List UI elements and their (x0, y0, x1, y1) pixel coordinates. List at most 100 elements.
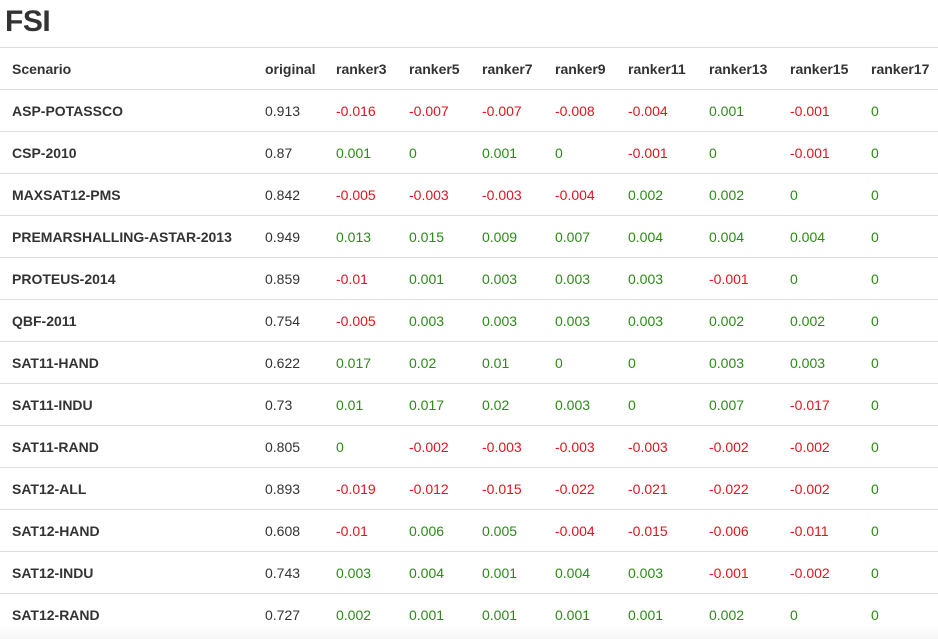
ranker-delta-cell: 0 (859, 89, 938, 132)
ranker-delta-cell: 0 (778, 173, 859, 216)
column-header-scenario[interactable]: Scenario (0, 47, 253, 90)
table-row: SAT12-RAND 0.727 0.002 0.001 0.001 0.001 0.001… (0, 593, 938, 635)
ranker-delta-cell: -0.002 (778, 425, 859, 468)
ranker-delta-cell: -0.016 (324, 89, 397, 132)
column-header-ranker3[interactable]: ranker3 (324, 47, 397, 90)
table-row: SAT11-INDU 0.73 0.01 0.017 0.02 0.003 0 0.007 -0… (0, 383, 938, 426)
table-row: PREMARSHALLING-ASTAR-2013 0.949 0.013 0.015… (0, 215, 938, 258)
ranker-delta-cell: 0 (778, 593, 859, 635)
scenario-cell: PROTEUS-2014 (0, 257, 253, 300)
table-row: SAT12-INDU 0.743 0.003 0.004 0.001 0.004 0.003… (0, 551, 938, 594)
original-value-cell: 0.87 (253, 131, 324, 174)
ranker-delta-cell: -0.022 (543, 467, 616, 510)
ranker-delta-cell: 0.004 (778, 215, 859, 258)
ranker-delta-cell: -0.008 (543, 89, 616, 132)
ranker-delta-cell: 0.003 (697, 341, 778, 384)
scenario-cell: CSP-2010 (0, 131, 253, 174)
ranker-delta-cell: 0 (859, 425, 938, 468)
ranker-delta-cell: -0.006 (697, 509, 778, 552)
original-value-cell: 0.743 (253, 551, 324, 594)
ranker-delta-cell: 0.002 (697, 173, 778, 216)
ranker-delta-cell: -0.017 (778, 383, 859, 426)
ranker-delta-cell: -0.012 (397, 467, 470, 510)
column-header-ranker9[interactable]: ranker9 (543, 47, 616, 90)
ranker-delta-cell: 0.002 (324, 593, 397, 635)
ranker-delta-cell: 0 (859, 131, 938, 174)
ranker-delta-cell: 0 (543, 341, 616, 384)
ranker-delta-cell: 0.005 (470, 509, 543, 552)
original-value-cell: 0.805 (253, 425, 324, 468)
ranker-delta-cell: 0.006 (397, 509, 470, 552)
ranker-delta-cell: -0.001 (778, 89, 859, 132)
ranker-delta-cell: -0.003 (616, 425, 697, 468)
ranker-delta-cell: 0.002 (616, 173, 697, 216)
ranker-delta-cell: -0.004 (543, 509, 616, 552)
ranker-delta-cell: -0.004 (616, 89, 697, 132)
ranker-delta-cell: -0.019 (324, 467, 397, 510)
ranker-delta-cell: 0.013 (324, 215, 397, 258)
column-header-ranker5[interactable]: ranker5 (397, 47, 470, 90)
ranker-delta-cell: -0.003 (470, 173, 543, 216)
table-row: QBF-2011 0.754 -0.005 0.003 0.003 0.003 0.003 0… (0, 299, 938, 342)
ranker-delta-cell: 0.002 (697, 299, 778, 342)
original-value-cell: 0.608 (253, 509, 324, 552)
table-row: SAT11-RAND 0.805 0 -0.002 -0.003 -0.003 -0.003… (0, 425, 938, 468)
ranker-delta-cell: -0.002 (778, 551, 859, 594)
ranker-delta-cell: 0.003 (616, 551, 697, 594)
table-row: SAT12-ALL 0.893 -0.019 -0.012 -0.015 -0.022 -0… (0, 467, 938, 510)
ranker-delta-cell: 0.001 (470, 131, 543, 174)
scenario-cell: SAT12-RAND (0, 593, 253, 635)
ranker-delta-cell: -0.003 (397, 173, 470, 216)
ranker-delta-cell: 0.02 (397, 341, 470, 384)
ranker-delta-cell: 0 (324, 425, 397, 468)
column-header-original[interactable]: original (253, 47, 324, 90)
original-value-cell: 0.913 (253, 89, 324, 132)
column-header-ranker7[interactable]: ranker7 (470, 47, 543, 90)
scenario-cell: SAT11-RAND (0, 425, 253, 468)
scenario-cell: MAXSAT12-PMS (0, 173, 253, 216)
ranker-delta-cell: -0.007 (470, 89, 543, 132)
ranker-delta-cell: 0 (859, 341, 938, 384)
scenario-cell: PREMARSHALLING-ASTAR-2013 (0, 215, 253, 258)
ranker-delta-cell: 0.003 (616, 257, 697, 300)
ranker-delta-cell: -0.001 (778, 131, 859, 174)
ranker-delta-cell: 0.003 (324, 551, 397, 594)
scenario-cell: SAT12-HAND (0, 509, 253, 552)
ranker-delta-cell: -0.001 (616, 131, 697, 174)
ranker-delta-cell: 0.001 (543, 593, 616, 635)
page-title: FSI (5, 5, 51, 38)
ranker-delta-cell: 0.003 (470, 257, 543, 300)
ranker-delta-cell: 0.003 (616, 299, 697, 342)
original-value-cell: 0.842 (253, 173, 324, 216)
original-value-cell: 0.859 (253, 257, 324, 300)
ranker-delta-cell: 0.009 (470, 215, 543, 258)
ranker-delta-cell: -0.007 (397, 89, 470, 132)
table-row: ASP-POTASSCO 0.913 -0.016 -0.007 -0.007 -0.00… (0, 89, 938, 132)
ranker-delta-cell: 0.004 (397, 551, 470, 594)
table-row: SAT12-HAND 0.608 -0.01 0.006 0.005 -0.004 -0.0… (0, 509, 938, 552)
ranker-delta-cell: 0 (859, 551, 938, 594)
ranker-delta-cell: -0.005 (324, 299, 397, 342)
ranker-delta-cell: 0 (778, 257, 859, 300)
ranker-delta-cell: 0 (543, 131, 616, 174)
ranker-delta-cell: 0.01 (470, 341, 543, 384)
results-table: Scenario original ranker3 ranker5 ranker… (0, 47, 938, 635)
ranker-delta-cell: 0.004 (616, 215, 697, 258)
ranker-delta-cell: 0.015 (397, 215, 470, 258)
ranker-delta-cell: 0.007 (697, 383, 778, 426)
ranker-delta-cell: 0.001 (324, 131, 397, 174)
ranker-delta-cell: 0.001 (470, 593, 543, 635)
column-header-ranker15[interactable]: ranker15 (778, 47, 859, 90)
ranker-delta-cell: -0.002 (778, 467, 859, 510)
column-header-ranker13[interactable]: ranker13 (697, 47, 778, 90)
table-row: SAT11-HAND 0.622 0.017 0.02 0.01 0 0 0.003 0.003… (0, 341, 938, 384)
ranker-delta-cell: -0.003 (470, 425, 543, 468)
ranker-delta-cell: 0.02 (470, 383, 543, 426)
ranker-delta-cell: 0.01 (324, 383, 397, 426)
ranker-delta-cell: 0 (859, 299, 938, 342)
column-header-ranker11[interactable]: ranker11 (616, 47, 697, 90)
column-header-ranker17[interactable]: ranker17 (859, 47, 938, 90)
ranker-delta-cell: -0.002 (697, 425, 778, 468)
ranker-delta-cell: -0.001 (697, 551, 778, 594)
ranker-delta-cell: 0.002 (778, 299, 859, 342)
